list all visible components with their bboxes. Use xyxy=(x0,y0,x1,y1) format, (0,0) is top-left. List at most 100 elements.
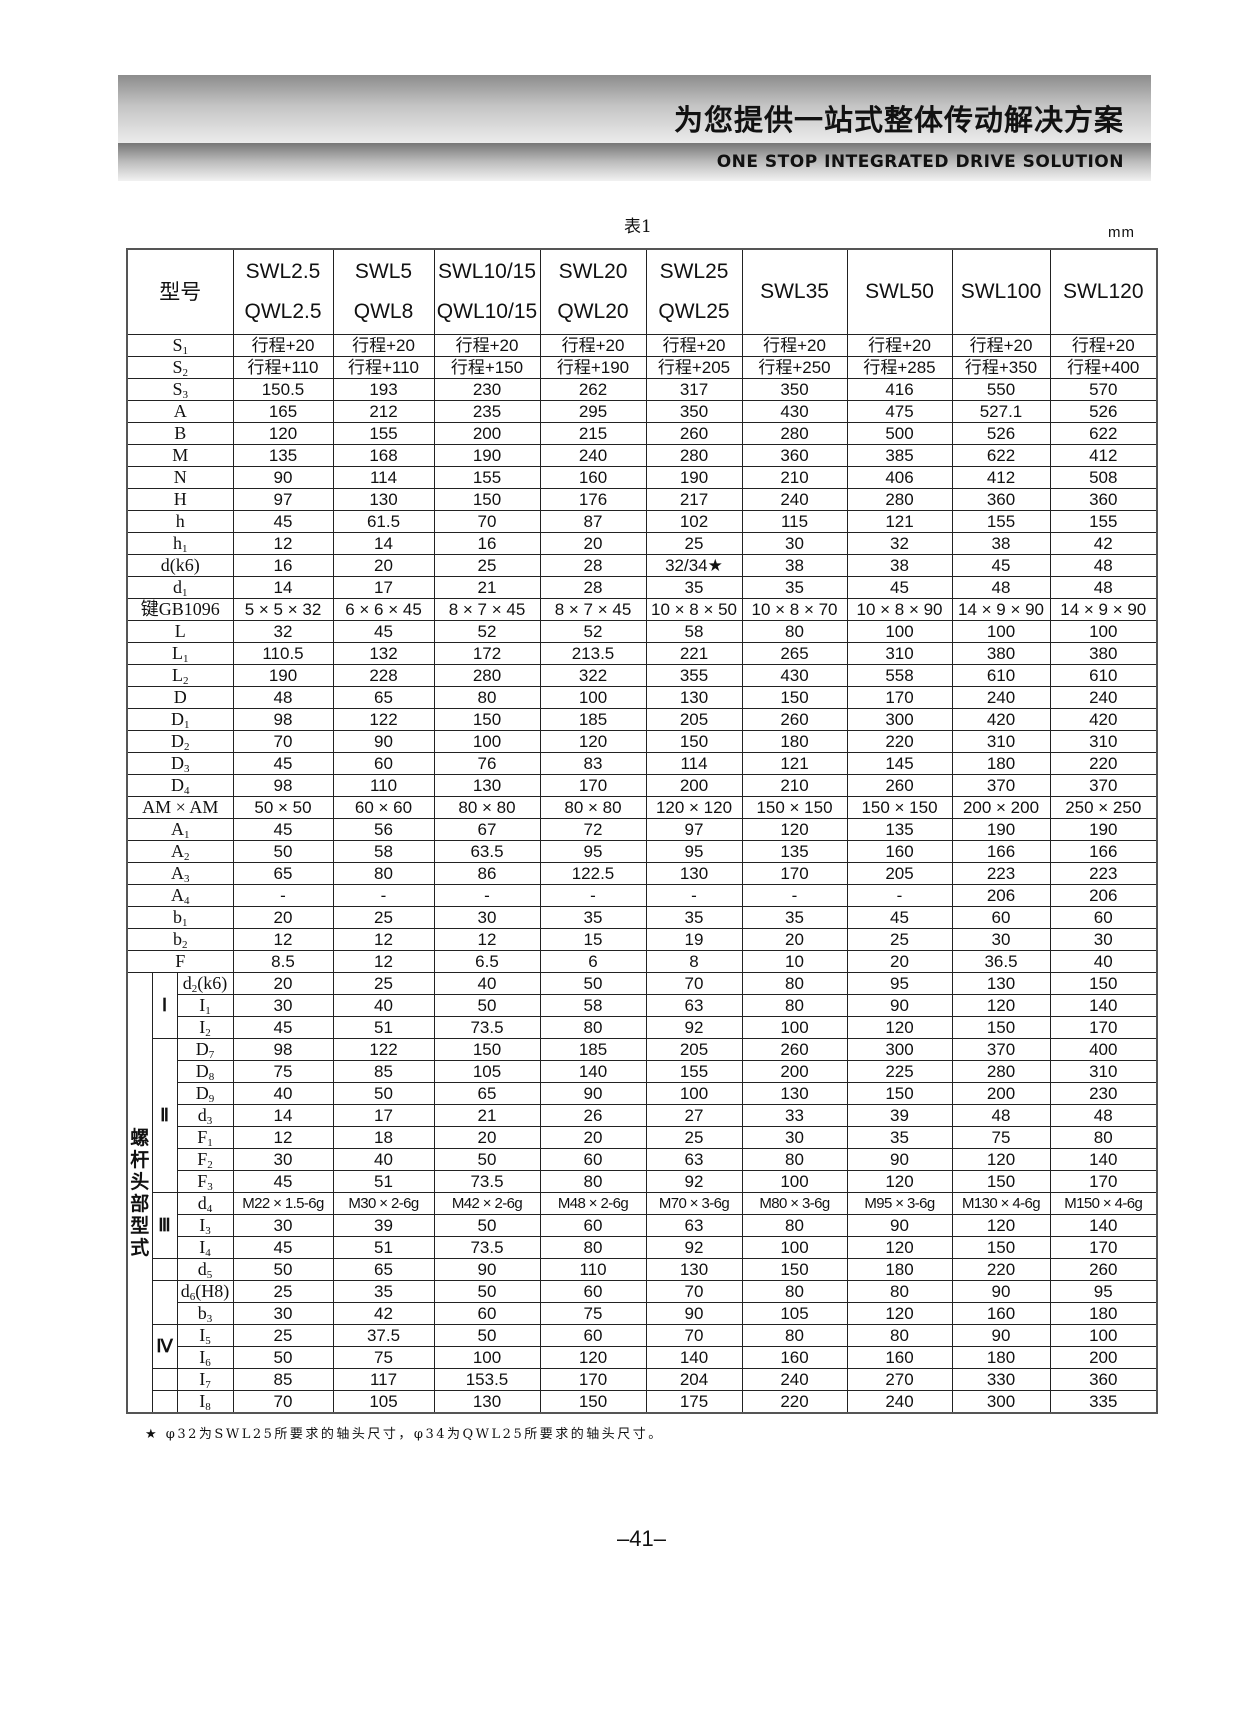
table-cell: 200 xyxy=(433,422,541,445)
table-cell: 26 xyxy=(539,1104,647,1127)
table-cell: 92 xyxy=(645,1016,743,1039)
label-text: d xyxy=(197,1105,207,1125)
table-cell: 行程+250 xyxy=(741,356,848,379)
group-label-Ⅱ: Ⅱ xyxy=(151,1038,178,1193)
label-text: I xyxy=(199,1347,206,1367)
table-cell: 45 xyxy=(232,752,334,775)
header-model-label: 型号 xyxy=(126,248,234,335)
table-cell: 550 xyxy=(951,378,1051,401)
label-text: d(k6) xyxy=(160,555,200,575)
label-subscript: 1 xyxy=(182,587,188,599)
table-cell: 25 xyxy=(332,972,435,995)
table-cell: 105 xyxy=(433,1060,541,1083)
table-cell: 430 xyxy=(741,400,848,423)
label-subscript: 8 xyxy=(205,1401,211,1413)
table-cell: - xyxy=(232,884,334,907)
table-cell: 6 xyxy=(539,950,647,973)
table-cell: 50 xyxy=(433,1214,541,1237)
table-cell: 190 xyxy=(433,444,541,467)
table-cell: 50 xyxy=(232,1258,334,1281)
table-cell: 20 xyxy=(433,1126,541,1149)
table-row: D1 98 122 150 185 205 260 300 420 420 xyxy=(126,708,1158,731)
table-cell: 35 xyxy=(741,906,848,929)
table-cell: 155 xyxy=(1049,510,1158,533)
table-cell: 98 xyxy=(232,774,334,797)
table-cell: 120 xyxy=(951,1214,1051,1237)
table-cell: 60 xyxy=(332,752,435,775)
table-cell: 160 xyxy=(846,1346,953,1369)
table-cell: 51 xyxy=(332,1170,435,1193)
table-row: F2 30 40 50 60 63 80 90 120 140 xyxy=(127,1148,1158,1171)
table-cell: 360 xyxy=(951,488,1051,511)
table-cell: 150.5 xyxy=(232,378,334,401)
table-row: AM × AM 50 × 50 60 × 60 80 × 80 80 × 80 120 ×… xyxy=(126,796,1158,819)
table-cell: 40 xyxy=(1049,950,1158,973)
table-cell: 72 xyxy=(539,818,647,841)
table-cell: 30 xyxy=(232,1214,334,1237)
label-subscript: 2 xyxy=(184,741,190,753)
table-cell: 150 xyxy=(951,1016,1051,1039)
table-cell: 63.5 xyxy=(433,840,541,863)
table-cell: 355 xyxy=(645,664,743,687)
table-cell: 204 xyxy=(645,1368,743,1391)
table-cell: 412 xyxy=(1049,444,1158,467)
table-cell: 51 xyxy=(332,1236,435,1259)
table-row: D4 98 110 130 170 200 210 260 370 370 xyxy=(126,774,1158,797)
table-cell: 67 xyxy=(433,818,541,841)
table-cell: 92 xyxy=(645,1170,743,1193)
table-cell: 39 xyxy=(332,1214,435,1237)
table-cell: 97 xyxy=(645,818,743,841)
row-label: d(k6) xyxy=(126,554,234,577)
table-cell: 322 xyxy=(539,664,647,687)
table-cell: 56 xyxy=(332,818,435,841)
label-subscript: 5 xyxy=(205,1335,211,1347)
table-cell: 63 xyxy=(645,1214,743,1237)
table-row: h 45 61.5 70 87 102 115 121 155 155 xyxy=(126,510,1158,533)
label-subscript: 1 xyxy=(183,653,189,665)
label-subscript: 3 xyxy=(184,873,190,885)
table-cell: 16 xyxy=(433,532,541,555)
table-cell: 110 xyxy=(332,774,435,797)
table-cell: 30 xyxy=(232,1148,334,1171)
model-name-swl: SWL100 xyxy=(960,280,1042,303)
table-cell: 100 xyxy=(741,1016,848,1039)
table-cell: 12 xyxy=(232,532,334,555)
label-text: D xyxy=(173,687,187,707)
table-cell: 8 xyxy=(645,950,743,973)
table-cell: 210 xyxy=(741,774,848,797)
table-cell: 210 xyxy=(741,466,848,489)
table-cell: 420 xyxy=(1049,708,1158,731)
table-cell: 225 xyxy=(846,1060,953,1083)
label-text: L xyxy=(172,643,183,663)
table-cell: 230 xyxy=(433,378,541,401)
table-cell: 90 xyxy=(539,1082,647,1105)
header-model-2: SWL10/15 QWL10/15 xyxy=(433,248,541,335)
table-cell: M130 × 4-6g xyxy=(951,1192,1051,1215)
table-cell: 25 xyxy=(645,532,743,555)
table-cell: 15 xyxy=(539,928,647,951)
table-cell: 200 xyxy=(1049,1346,1158,1369)
label-subscript: 3 xyxy=(205,1225,211,1237)
table-cell: 217 xyxy=(645,488,743,511)
table-row: S2 行程+110 行程+110 行程+150 行程+190 行程+205 行程+250 行程… xyxy=(126,356,1158,379)
table-row: N 90 114 155 160 190 210 406 412 508 xyxy=(126,466,1158,489)
table-row: S1 行程+20 行程+20 行程+20 行程+20 行程+20 行程+20 行程+20 行程+… xyxy=(126,334,1158,357)
table-cell: 30 xyxy=(232,1302,334,1325)
table-row: L1 110.5 132 172 213.5 221 265 310 380 380 xyxy=(126,642,1158,665)
table-cell: 170 xyxy=(539,774,647,797)
label-subscript: 4 xyxy=(205,1247,211,1259)
table-cell: 12 xyxy=(433,928,541,951)
table-row: A2 50 58 63.5 95 95 135 160 166 166 xyxy=(126,840,1158,863)
table-row: I1 30 40 50 58 63 80 90 120 140 xyxy=(127,994,1158,1017)
table-cell: 150 xyxy=(951,1170,1051,1193)
spec-table: 型号 SWL2.5 QWL2.5 SWL5 QWL8 SWL10/15 QWL10/15 SW… xyxy=(126,248,1158,1414)
table-cell: 223 xyxy=(951,862,1051,885)
table-cell: 100 xyxy=(846,620,953,643)
table-caption: 表1 xyxy=(624,217,652,237)
table-cell: 120 xyxy=(539,730,647,753)
model-name-qwl: QWL8 xyxy=(353,300,414,323)
table-cell: 20 xyxy=(232,906,334,929)
table-cell: - xyxy=(433,884,541,907)
table-cell: 80 xyxy=(332,862,435,885)
label-suffix: (H8) xyxy=(195,1281,230,1301)
